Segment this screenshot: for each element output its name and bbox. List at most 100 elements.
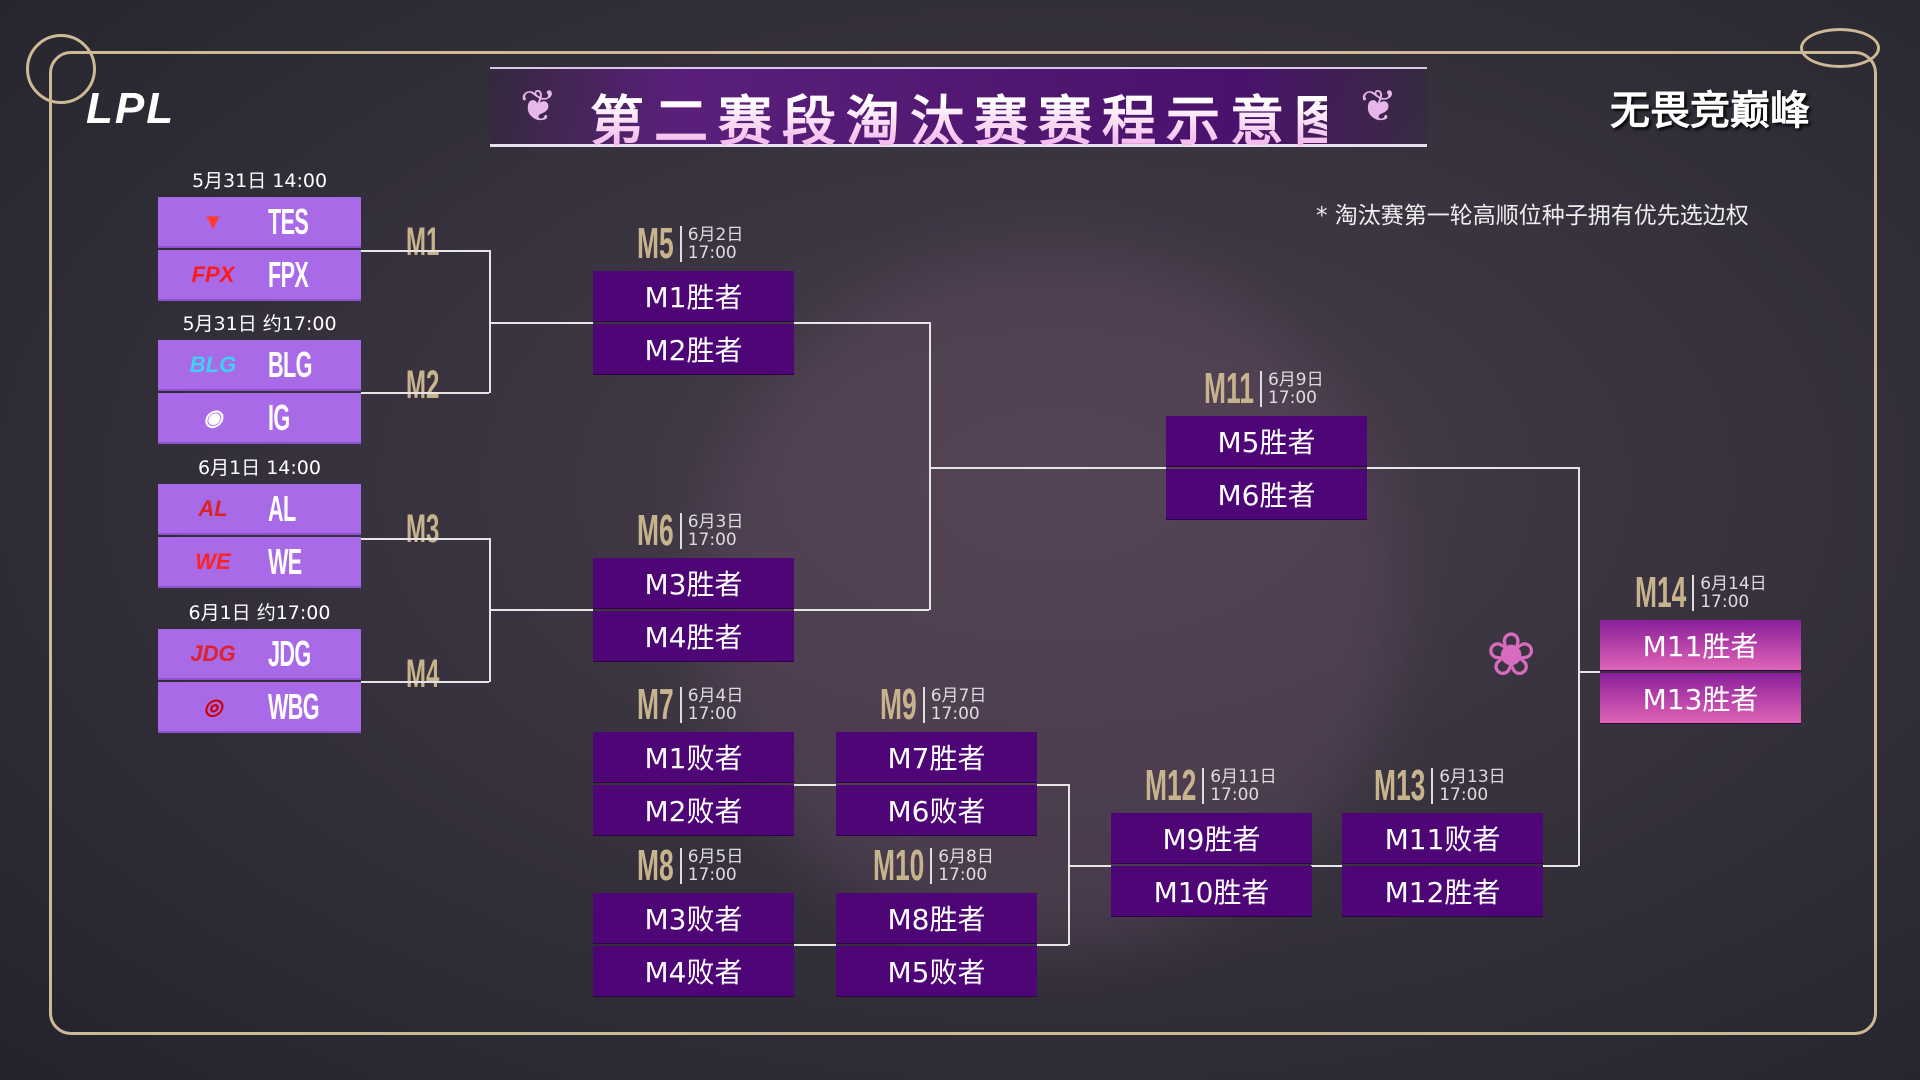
- bracket-line: [794, 322, 929, 324]
- bracket-slot: M2败者: [593, 785, 794, 836]
- match-header: M8 6月5日 17:00: [637, 841, 744, 890]
- bracket-line: [361, 392, 489, 394]
- bracket-slot: M9胜者: [1111, 813, 1312, 864]
- divider: [679, 226, 682, 262]
- bracket-line: [361, 250, 489, 252]
- team-logo-icon: AL: [198, 495, 228, 521]
- bracket-line: [1037, 944, 1068, 946]
- match-header: M9 6月7日 17:00: [880, 680, 986, 729]
- match-header: M10 6月8日 17:00: [873, 841, 994, 890]
- divider: [930, 848, 933, 884]
- team-logo-icon: FPX: [191, 261, 235, 287]
- match-time: 17:00: [930, 704, 980, 724]
- match-date: 5月31日 14:00: [191, 170, 328, 192]
- team-logo-icon: JDG: [190, 640, 236, 666]
- match-id: M11: [1204, 364, 1254, 413]
- seeding-note: * 淘汰赛第一轮高顺位种子拥有优先选边权: [1316, 203, 1749, 229]
- bracket-slot: M12胜者: [1342, 866, 1543, 917]
- match-date: 6月2日: [687, 225, 744, 245]
- team-logo-icon: WE: [195, 548, 231, 574]
- bracket-slot: M7胜者: [836, 732, 1037, 783]
- bracket-line: [1578, 467, 1580, 866]
- match-date: 6月14日: [1700, 574, 1767, 594]
- match-id: M10: [873, 841, 925, 890]
- flower-ornament-icon: ❦: [1360, 81, 1397, 132]
- match-date: 5月31日 约17:00: [182, 313, 337, 335]
- match-time: 17:00: [1700, 592, 1750, 612]
- bracket-slot: M4胜者: [593, 611, 794, 662]
- team-name: WE: [268, 540, 302, 582]
- divider: [679, 848, 682, 884]
- match-label: M4: [406, 652, 440, 696]
- divider: [679, 513, 682, 549]
- match-time: 17:00: [938, 865, 988, 885]
- match-label: M3: [406, 507, 440, 551]
- match-time: 17:00: [687, 704, 737, 724]
- bracket-line: [489, 250, 491, 393]
- team-logo-icon: BLG: [189, 351, 237, 377]
- bracket-slot: M1胜者: [593, 271, 794, 322]
- bracket-line: [1543, 865, 1578, 867]
- match-id: M6: [637, 506, 674, 555]
- bracket-line: [1311, 865, 1342, 867]
- divider: [679, 687, 682, 723]
- match-id: M13: [1374, 761, 1426, 810]
- match-label: M2: [406, 363, 440, 407]
- flower-ornament-icon: ❦: [520, 81, 557, 132]
- bracket-slot: M6胜者: [1166, 469, 1367, 520]
- match-id: M9: [880, 680, 917, 729]
- divider: [1202, 768, 1205, 804]
- team-blg: BLG BLG: [158, 340, 361, 391]
- team-logo-icon: ◉: [203, 404, 223, 430]
- team-tes: ▼ TES: [158, 197, 361, 248]
- match-label: M1: [406, 220, 440, 264]
- bracket-line: [1367, 467, 1578, 469]
- team-we: WE WE: [158, 537, 361, 588]
- bracket-slot: M3败者: [593, 893, 794, 944]
- match-date: 6月5日: [687, 847, 744, 867]
- lpl-logo: LPL: [86, 84, 176, 133]
- match-header: M14 6月14日 17:00: [1635, 568, 1767, 617]
- match-date: 6月4日: [687, 686, 744, 706]
- match-date: 6月13日: [1439, 767, 1506, 787]
- match-id: M5: [637, 219, 674, 268]
- bracket-slot: M13胜者: [1600, 673, 1801, 724]
- bracket-line: [489, 609, 593, 611]
- match-date: 6月9日: [1267, 370, 1324, 390]
- bracket-line: [1068, 865, 1111, 867]
- bracket-slot: M3胜者: [593, 558, 794, 609]
- team-name: FPX: [268, 253, 309, 295]
- match-time: 17:00: [1439, 785, 1489, 805]
- bracket-line: [361, 681, 489, 683]
- lotus-trophy-icon: ❀: [1486, 620, 1537, 690]
- match-date: 6月1日 约17:00: [188, 602, 331, 624]
- divider: [1259, 371, 1262, 407]
- match-id: M8: [637, 841, 674, 890]
- match-id: M14: [1635, 568, 1687, 617]
- bracket-line: [929, 467, 1166, 469]
- page-title: 第二赛段淘汰赛赛程示意图: [590, 77, 1348, 156]
- team-fpx: FPX FPX: [158, 250, 361, 301]
- team-ig: ◉ IG: [158, 393, 361, 444]
- bracket-slot: M5败者: [836, 946, 1037, 997]
- match-id: M12: [1145, 761, 1197, 810]
- frame-ornament: [26, 34, 96, 104]
- bracket-slot: M11胜者: [1600, 620, 1801, 671]
- frame-ornament: [1800, 28, 1880, 68]
- team-name: JDG: [268, 632, 311, 674]
- bracket-slot: M4败者: [593, 946, 794, 997]
- bracket-line: [1068, 784, 1070, 945]
- bracket-slot: M1败者: [593, 732, 794, 783]
- match-header: M7 6月4日 17:00: [637, 680, 744, 729]
- bracket-line: [794, 609, 929, 611]
- team-wbg: ◎ WBG: [158, 682, 361, 733]
- bracket-slot: M6败者: [836, 785, 1037, 836]
- bracket-line: [929, 322, 931, 610]
- bracket-slot: M2胜者: [593, 324, 794, 375]
- match-time: 17:00: [1267, 388, 1317, 408]
- match-header: M11 6月9日 17:00: [1204, 364, 1324, 413]
- decorative-frame: [49, 51, 1877, 1035]
- divider: [1692, 575, 1695, 611]
- title-banner: ❦ 第二赛段淘汰赛赛程示意图 ❦: [490, 67, 1427, 153]
- bracket-slot: M5胜者: [1166, 416, 1367, 467]
